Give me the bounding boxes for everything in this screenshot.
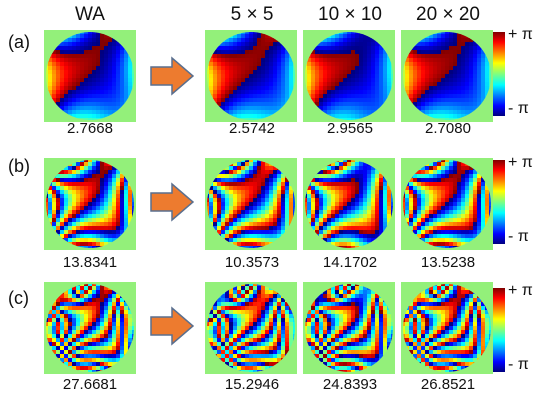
phase-map-a-5x5 xyxy=(205,30,297,122)
value-a-20x20: 2.7080 xyxy=(425,120,471,137)
value-c-20x20: 26.8521 xyxy=(420,376,476,393)
value-c-5x5: 15.2946 xyxy=(224,376,280,393)
value-a-10x10: 2.9565 xyxy=(327,120,373,137)
colorbar-max-label: + π xyxy=(508,26,533,43)
column-header-20x20: 20 × 20 xyxy=(416,4,480,25)
phase-map-c-5x5 xyxy=(205,282,297,374)
column-header-5x5: 5 × 5 xyxy=(230,4,274,25)
phase-map-b-wa xyxy=(44,158,136,250)
colorbar-max-label: + π xyxy=(508,154,533,171)
colorbar-min-label: - π xyxy=(508,356,529,373)
value-c-wa: 27.6681 xyxy=(62,376,118,393)
phase-map-b-5x5 xyxy=(205,158,297,250)
value-a-wa: 2.7668 xyxy=(67,120,113,137)
phase-map-a-20x20 xyxy=(401,30,493,122)
row-label-c: (c) xyxy=(8,288,29,308)
phase-map-a-10x10 xyxy=(303,30,395,122)
phase-map-b-20x20 xyxy=(401,158,493,250)
column-header-wa: WA xyxy=(75,4,105,25)
value-b-wa: 13.8341 xyxy=(62,254,118,271)
colorbar-min-label: - π xyxy=(508,228,529,245)
value-c-10x10: 24.8393 xyxy=(322,376,378,393)
arrow-icon xyxy=(150,182,194,222)
row-label-a: (a) xyxy=(8,32,30,52)
arrow-icon xyxy=(150,56,194,96)
colorbar xyxy=(493,32,505,116)
colorbar-min-label: - π xyxy=(508,100,529,117)
colorbar-max-label: + π xyxy=(508,282,533,299)
phase-map-a-wa xyxy=(44,30,136,122)
colorbar xyxy=(493,160,505,244)
colorbar xyxy=(493,288,505,372)
arrow-icon xyxy=(150,306,194,346)
phase-map-c-wa xyxy=(44,282,136,374)
value-a-5x5: 2.5742 xyxy=(229,120,275,137)
phase-map-c-20x20 xyxy=(401,282,493,374)
value-b-5x5: 10.3573 xyxy=(224,254,280,271)
value-b-10x10: 14.1702 xyxy=(322,254,378,271)
row-label-b: (b) xyxy=(8,156,30,176)
phase-map-b-10x10 xyxy=(303,158,395,250)
column-header-10x10: 10 × 10 xyxy=(318,4,382,25)
value-b-20x20: 13.5238 xyxy=(420,254,476,271)
phase-map-c-10x10 xyxy=(303,282,395,374)
